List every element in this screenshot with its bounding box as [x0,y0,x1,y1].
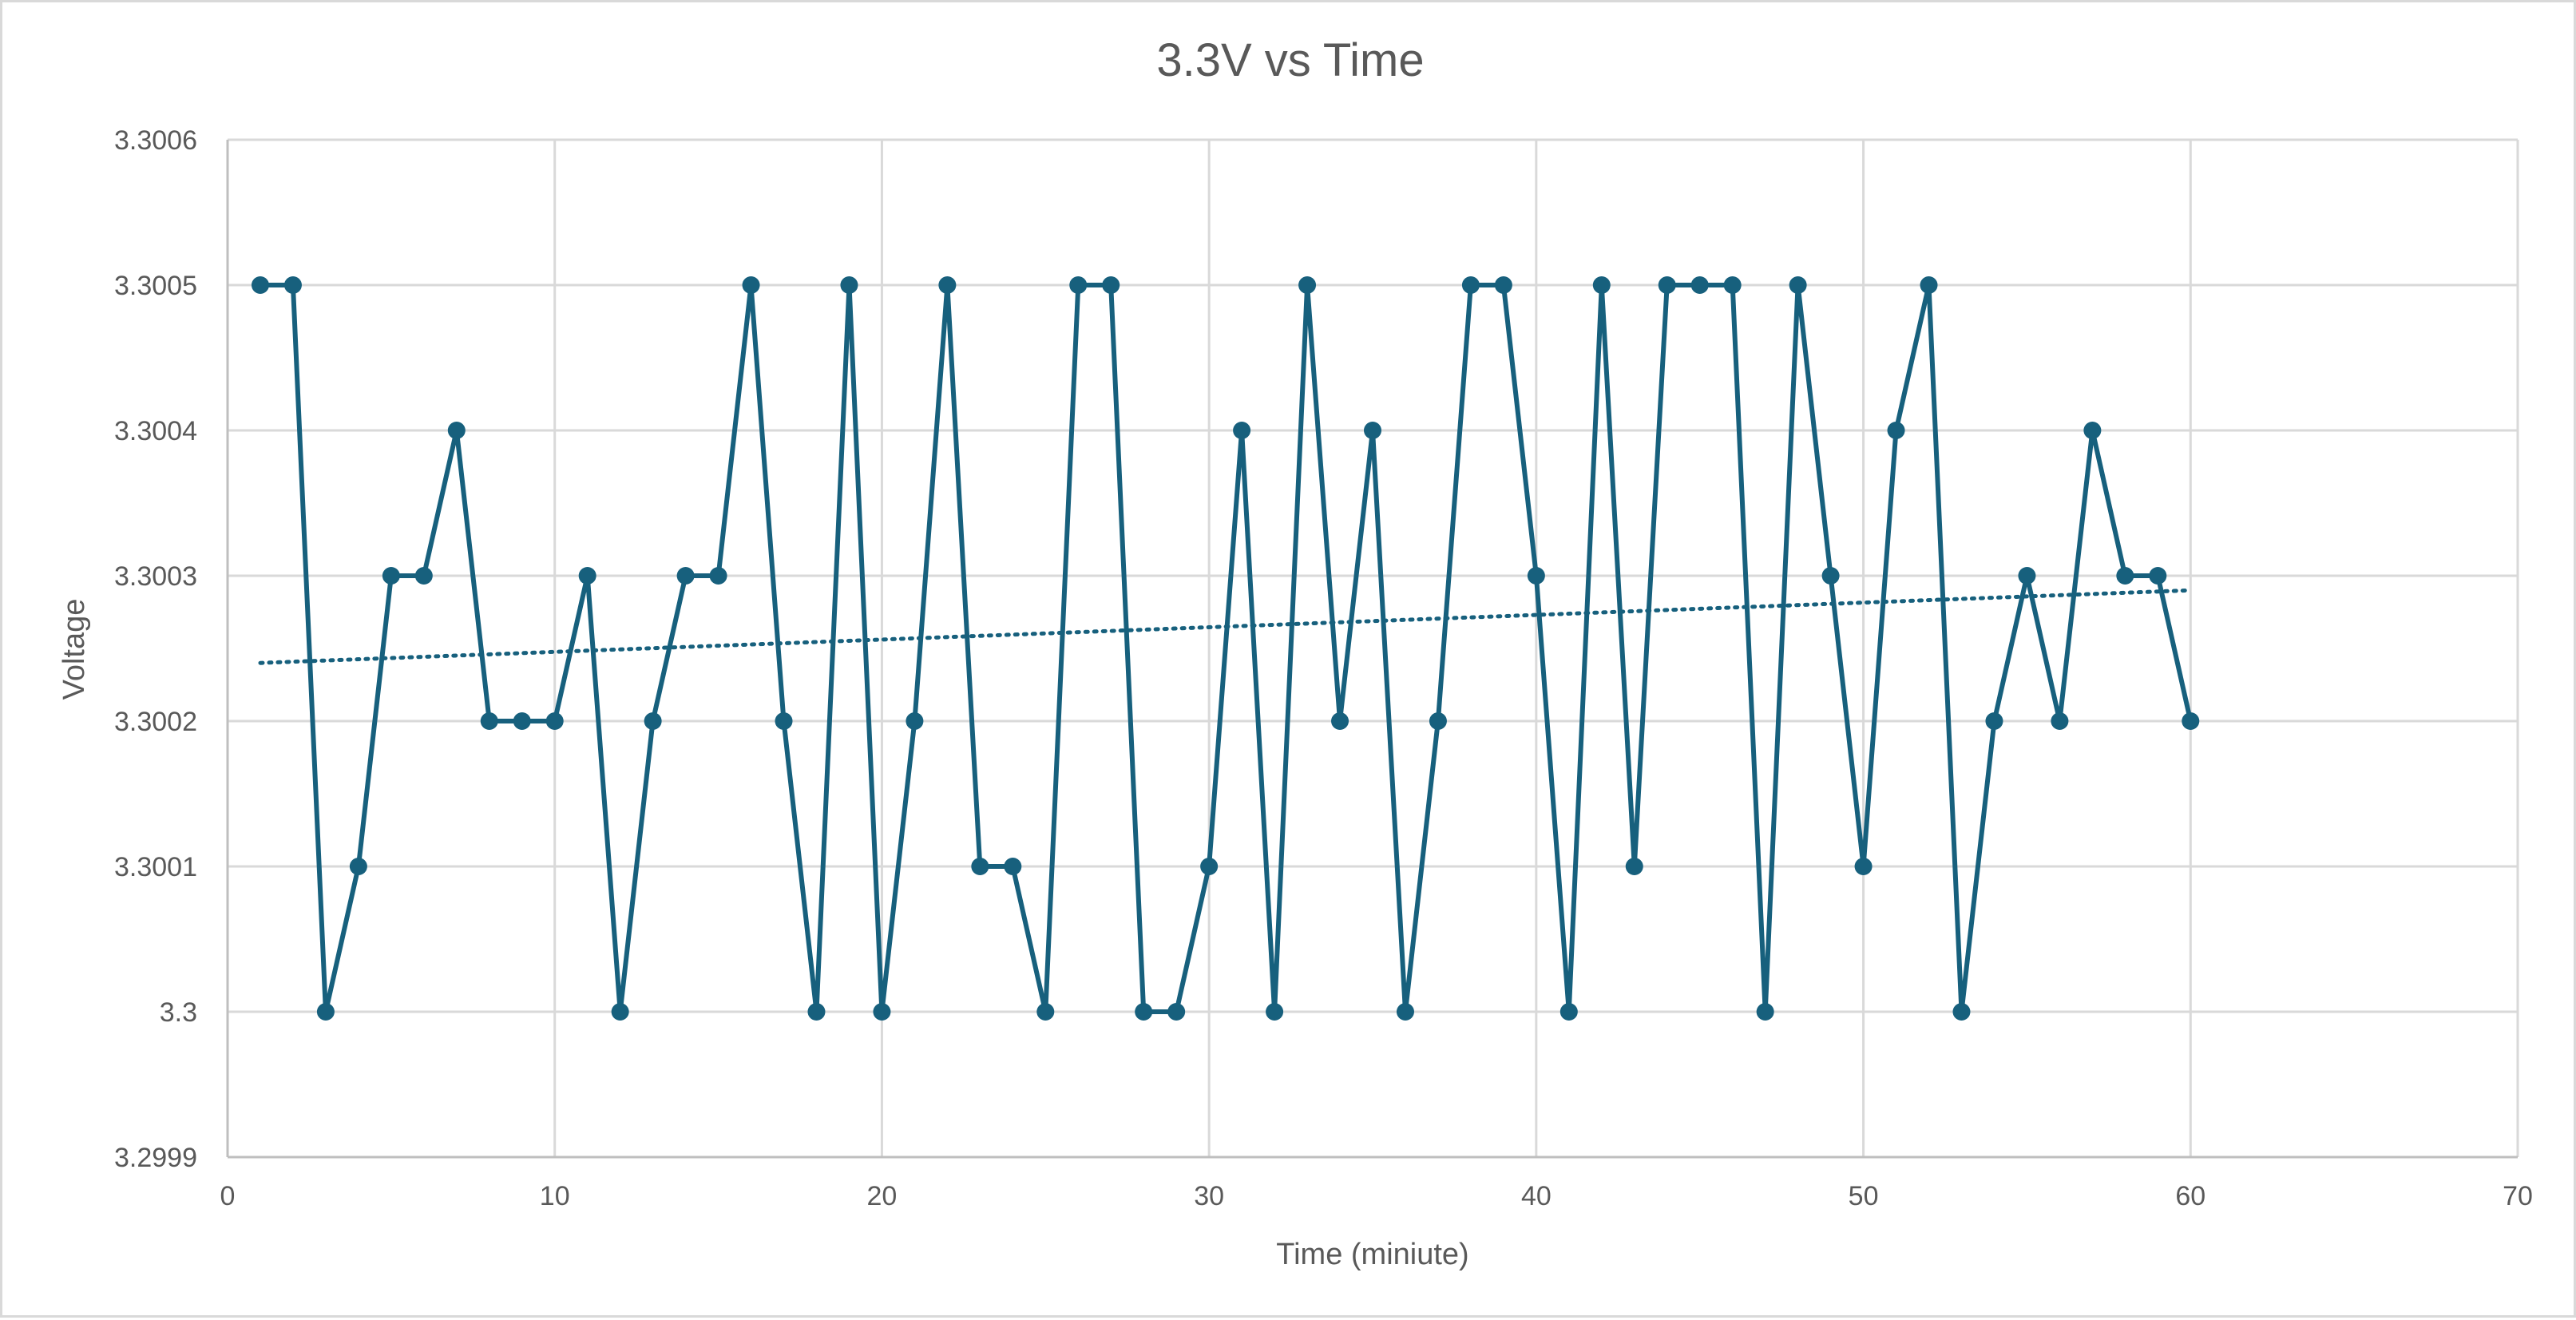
data-point [971,858,989,875]
x-tick-label: 70 [2503,1181,2533,1211]
data-point [1887,422,1905,439]
data-point [1625,858,1643,875]
y-tick-label: 3.2999 [114,1143,197,1173]
data-point [283,276,302,294]
x-tick-label: 60 [2175,1181,2205,1211]
data-point [1429,712,1447,730]
data-point [1494,276,1512,294]
data-point [1004,858,1022,875]
data-point [2051,712,2069,730]
data-point [1985,712,2003,730]
y-tick-label: 3.3 [160,997,197,1028]
data-point [1821,567,1840,585]
data-point [1920,276,1938,294]
x-tick-label: 50 [1849,1181,1879,1211]
data-point [1690,276,1709,294]
data-point [513,712,531,730]
axes [226,140,2518,1159]
data-point [676,567,695,585]
data-point [906,712,924,730]
data-point [742,276,760,294]
data-point [1200,858,1219,875]
data-point [2182,712,2200,730]
data-point [1854,858,1873,875]
x-tick-label: 40 [1521,1181,1552,1211]
series [258,283,2194,1014]
labels: 3.3V vs Time Time (miniute) Voltage 3.29… [57,34,2533,1271]
y-axis-title: Voltage [57,599,91,700]
data-point [1298,276,1317,294]
data-point [1135,1003,1153,1021]
data-point [611,1003,629,1021]
data-point [1102,276,1120,294]
data-point [1658,276,1676,294]
x-axis-title: Time (miniute) [1276,1238,1468,1271]
data-point [414,567,433,585]
data-point [840,276,858,294]
data-point [1461,276,1480,294]
data-point [2018,567,2036,585]
y-tick-label: 3.3001 [114,852,197,882]
data-point [578,567,596,585]
data-point [480,712,498,730]
x-tick-label: 30 [1194,1181,1224,1211]
data-point [1789,276,1807,294]
data-point [1559,1003,1578,1021]
data-point [1069,276,1088,294]
data-point [1167,1003,1186,1021]
y-tick-label: 3.3005 [114,271,197,301]
data-point [644,712,662,730]
data-point [545,712,564,730]
series-line [258,283,2194,1014]
y-tick-label: 3.3006 [114,125,197,156]
data-point [1723,276,1742,294]
data-point [1364,422,1381,439]
y-tick-label: 3.3004 [114,416,197,446]
data-point [2083,422,2102,439]
chart-title: 3.3V vs Time [1156,34,1424,86]
data-point [938,276,957,294]
data-point [1233,422,1251,439]
data-point [1527,567,1545,585]
data-point [382,567,400,585]
data-point [1331,712,1349,730]
x-tick-label: 10 [540,1181,570,1211]
data-point [709,567,727,585]
data-point [349,858,367,875]
x-tick-label: 0 [220,1181,236,1211]
data-point [1592,276,1611,294]
data-point [316,1003,335,1021]
data-point [775,712,793,730]
data-point [447,422,466,439]
data-points [251,276,2200,1021]
data-point [807,1003,826,1021]
data-point [1952,1003,1971,1021]
data-point [2149,567,2167,585]
x-tick-label: 20 [867,1181,898,1211]
data-point [873,1003,891,1021]
data-point [1036,1003,1055,1021]
data-point [2116,567,2134,585]
data-point [1756,1003,1774,1021]
y-tick-label: 3.3003 [114,561,197,592]
data-point [1396,1003,1414,1021]
data-point [1266,1003,1284,1021]
y-tick-label: 3.3002 [114,707,197,737]
data-point [251,276,269,294]
